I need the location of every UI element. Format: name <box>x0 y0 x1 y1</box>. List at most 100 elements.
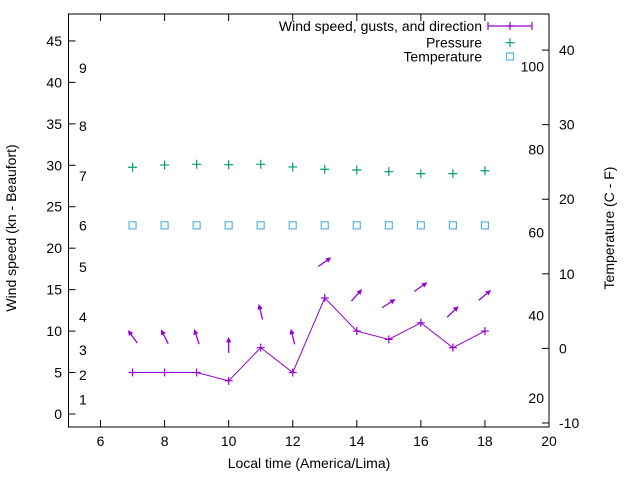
wind-direction-arrow-head <box>160 329 166 336</box>
temp-inner-label-f: 100 <box>521 59 545 75</box>
legend-plus-glyph <box>506 22 514 30</box>
legend-label: Pressure <box>426 35 482 51</box>
pressure-marker <box>384 167 394 177</box>
temperature-marker <box>288 221 297 230</box>
wind-tick-label: 45 <box>46 33 62 49</box>
beaufort-label: 7 <box>79 168 87 184</box>
temperature-marker <box>448 221 457 230</box>
temp-tick-label-c: -10 <box>559 415 579 431</box>
wind-direction-arrow-shaft <box>195 333 200 345</box>
temperature-marker <box>160 221 169 230</box>
wind-tick-label: 35 <box>46 116 62 132</box>
pressure-marker <box>480 166 490 176</box>
legend-label: Temperature <box>403 49 482 65</box>
wind-point-marker <box>384 335 393 344</box>
wind-tick-label: 20 <box>46 240 62 256</box>
legend-square-glyph <box>505 52 515 61</box>
temp-inner-label-f: 40 <box>528 307 544 323</box>
wind-direction-arrow-head <box>389 299 396 305</box>
wind-direction-arrow-head <box>226 336 232 343</box>
temperature-marker <box>480 221 490 230</box>
wind-direction-arrow-head <box>257 303 263 310</box>
temp-inner-label-f: 20 <box>528 390 544 406</box>
pressure-marker <box>128 162 138 172</box>
x-tick-label: 16 <box>413 433 429 449</box>
wind-direction-arrow-head <box>452 306 459 312</box>
x-tick-label: 6 <box>97 433 105 449</box>
wind-direction-arrow-head <box>356 289 363 295</box>
wind-direction-arrow-shaft <box>413 284 424 292</box>
temperature-marker <box>128 221 137 230</box>
wind-point-marker <box>448 343 457 352</box>
temp-tick-label-c: 40 <box>559 42 575 58</box>
pressure-marker <box>256 159 266 169</box>
wind-direction-arrow-head <box>193 328 199 335</box>
legend-label: Wind speed, gusts, and direction <box>279 18 482 34</box>
beaufort-label: 3 <box>79 342 87 358</box>
left-axis-title: Wind speed (kn - Beaufort) <box>3 144 19 311</box>
beaufort-label: 4 <box>79 309 87 325</box>
wind-direction-arrow-shaft <box>130 334 138 344</box>
pressure-marker <box>192 159 202 169</box>
x-tick-label: 14 <box>349 433 365 449</box>
beaufort-label: 8 <box>79 118 87 134</box>
wind-direction-arrow-head <box>421 282 428 288</box>
wind-point-marker <box>160 368 169 377</box>
pressure-marker <box>224 160 234 170</box>
wind-direction-arrow-shaft <box>259 309 264 320</box>
beaufort-label: 2 <box>79 367 87 383</box>
temperature-marker <box>224 221 233 230</box>
wind-tick-label: 25 <box>46 199 62 215</box>
temperature-marker <box>320 221 329 230</box>
wind-point-marker <box>288 368 297 377</box>
wind-point-marker <box>480 327 489 336</box>
temperature-marker <box>256 221 265 230</box>
wind-point-marker <box>320 293 329 302</box>
chart-generated-content: 6 8 10 12 14 16 18 2005101520253035404512345678… <box>46 13 579 449</box>
temp-tick-label-c: 20 <box>559 191 575 207</box>
wind-direction-arrow-head <box>127 330 134 337</box>
temperature-marker <box>192 221 201 230</box>
wind-point-marker <box>256 343 265 352</box>
wind-speed-line <box>132 297 486 382</box>
wind-direction-arrow-shaft <box>478 292 488 301</box>
temperature-marker <box>384 221 393 230</box>
pressure-marker <box>448 169 458 179</box>
wind-direction-arrow-shaft <box>381 301 392 309</box>
wind-direction-arrow-head <box>289 328 295 335</box>
right-axis-title: Temperature (C - F) <box>601 167 617 290</box>
wind-direction-arrow-shaft <box>446 309 456 318</box>
temp-inner-label-f: 60 <box>528 224 544 240</box>
beaufort-label: 5 <box>79 259 87 275</box>
wind-point-marker <box>192 368 201 377</box>
wind-tick-label: 15 <box>46 282 62 298</box>
wind-direction-arrow-head <box>325 257 332 263</box>
temp-tick-label-c: 30 <box>559 117 575 133</box>
wind-tick-label: 0 <box>54 406 62 422</box>
wind-direction-arrow-shaft <box>350 292 359 302</box>
pressure-marker <box>160 160 170 170</box>
wind-direction-arrow-shaft <box>317 259 328 268</box>
wind-tick-label: 40 <box>46 74 62 90</box>
temp-inner-label-f: 80 <box>528 142 544 158</box>
pressure-marker <box>352 165 362 175</box>
x-tick-label: 8 <box>161 433 169 449</box>
temperature-marker <box>352 221 361 230</box>
x-tick-label: 12 <box>285 433 301 449</box>
wind-point-marker <box>224 376 233 385</box>
x-tick-label: 10 <box>221 433 237 449</box>
pressure-marker <box>288 162 298 172</box>
x-tick-label: 20 <box>541 433 557 449</box>
wind-direction-arrow-head <box>485 289 492 296</box>
beaufort-label: 9 <box>79 60 87 76</box>
wind-point-marker <box>352 327 361 336</box>
wind-point-marker <box>128 368 137 377</box>
x-tick-label: 18 <box>477 433 493 449</box>
wind-tick-label: 10 <box>46 323 62 339</box>
wind-point-marker <box>416 318 425 327</box>
pressure-marker <box>320 164 330 174</box>
beaufort-label: 1 <box>79 392 87 408</box>
legend-plus-glyph <box>505 38 515 48</box>
